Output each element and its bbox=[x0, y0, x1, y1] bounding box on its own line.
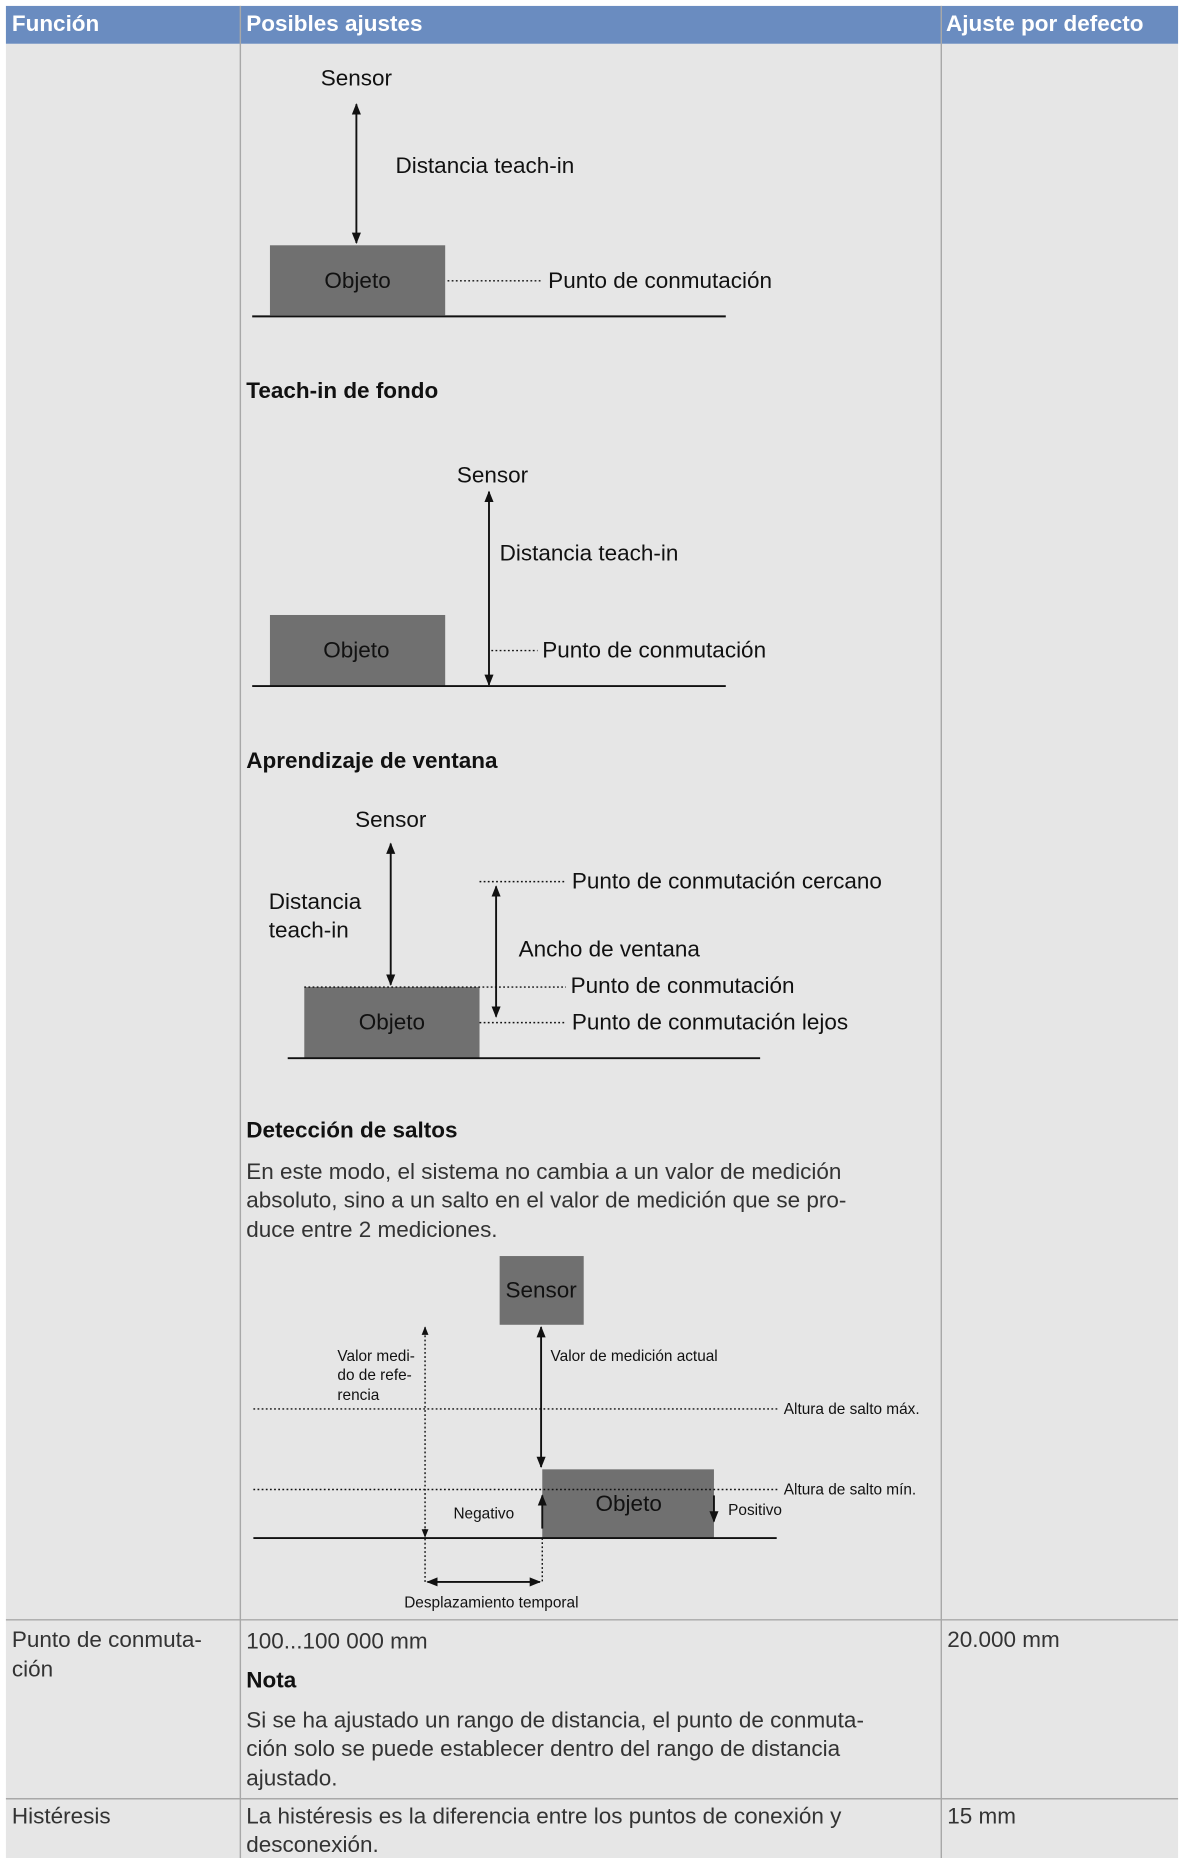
paragraph: En este modo, el sistema no cambia a un … bbox=[246, 1159, 841, 1184]
label: Objeto bbox=[323, 638, 389, 663]
cell: 15 mm bbox=[947, 1804, 1016, 1829]
label: Altura de salto máx. bbox=[784, 1401, 920, 1418]
table-body bbox=[5, 43, 1179, 1858]
label: Punto de conmutación bbox=[542, 638, 766, 663]
table-lines bbox=[5, 5, 1179, 1858]
cell: ción solo se puede establecer dentro del… bbox=[246, 1736, 840, 1761]
label: Distancia teach-in bbox=[500, 540, 679, 565]
diagram-background: Sensor Distancia teach-in Objeto Punto d… bbox=[252, 462, 766, 688]
header: Posibles ajustes bbox=[246, 11, 422, 36]
note-title: Nota bbox=[246, 1667, 296, 1692]
label: Negativo bbox=[453, 1505, 514, 1522]
cell: ajustado. bbox=[246, 1766, 337, 1791]
label: Distancia bbox=[269, 889, 362, 914]
label: Altura de salto mín. bbox=[784, 1482, 916, 1499]
paragraph: absoluto, sino a un salto en el valor de… bbox=[246, 1187, 846, 1212]
header: Función bbox=[12, 11, 99, 36]
label: Desplazamiento temporal bbox=[404, 1594, 578, 1611]
label: Sensor bbox=[321, 65, 393, 90]
section-title: Aprendizaje de ventana bbox=[246, 748, 498, 773]
section-title: Teach-in de fondo bbox=[246, 378, 438, 403]
cell: Si se ha ajustado un rango de distancia,… bbox=[246, 1708, 864, 1733]
label: Sensor bbox=[505, 1278, 577, 1303]
label: Punto de conmutación lejos bbox=[572, 1010, 848, 1035]
section-title: Detección de saltos bbox=[246, 1118, 457, 1143]
cell: ción bbox=[12, 1657, 53, 1682]
label: teach-in bbox=[269, 917, 349, 942]
cell: La histéresis es la diferencia entre los… bbox=[246, 1804, 842, 1829]
label: Positivo bbox=[728, 1502, 782, 1519]
label: Punto de conmutación bbox=[548, 268, 772, 293]
diagram-object: Sensor Distancia teach-in Objeto Punto d… bbox=[252, 65, 772, 318]
paragraph: duce entre 2 mediciones. bbox=[246, 1217, 497, 1242]
label: Sensor bbox=[457, 462, 529, 487]
label: Valor medi- bbox=[337, 1348, 414, 1365]
label: Objeto bbox=[596, 1491, 662, 1516]
label: Sensor bbox=[355, 807, 427, 832]
label: Ancho de ventana bbox=[519, 936, 701, 961]
header: Ajuste por defecto bbox=[946, 11, 1143, 36]
diagram-jump: Sensor Valor medi- do de refe- rencia Va… bbox=[253, 1256, 920, 1611]
cell: 100...100 000 mm bbox=[246, 1628, 427, 1653]
cell: desconexión. bbox=[246, 1832, 379, 1857]
cell: 20.000 mm bbox=[947, 1627, 1060, 1652]
label: Objeto bbox=[359, 1010, 425, 1035]
label: Valor de medición actual bbox=[551, 1348, 718, 1365]
label: Distancia teach-in bbox=[395, 153, 574, 178]
cell: Histéresis bbox=[12, 1804, 111, 1829]
label: Punto de conmutación cercano bbox=[572, 869, 882, 894]
cell: Punto de conmuta- bbox=[12, 1627, 202, 1652]
label: Objeto bbox=[324, 268, 390, 293]
label: do de refe- bbox=[337, 1367, 411, 1384]
label: rencia bbox=[337, 1387, 379, 1404]
header-bar bbox=[5, 5, 1179, 44]
label: Punto de conmutación bbox=[571, 973, 795, 998]
diagram-window: Sensor Distancia teach-in Punto de conmu… bbox=[269, 807, 882, 1060]
